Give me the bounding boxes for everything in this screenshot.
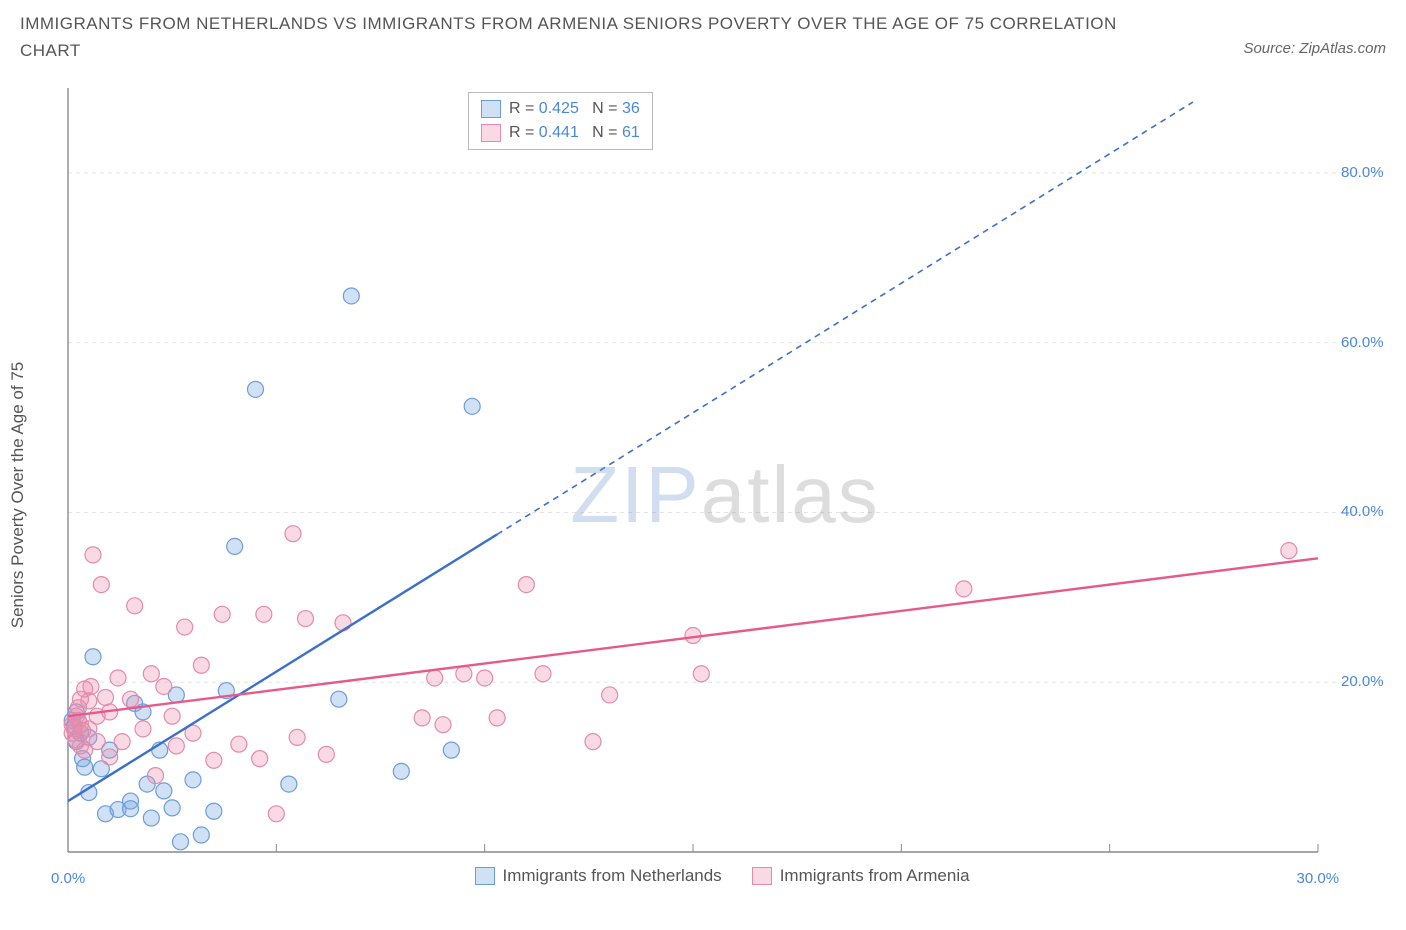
legend-stats-row: R = 0.441 N = 61 — [481, 121, 640, 145]
legend-swatch — [481, 124, 501, 142]
tick-label: 0.0% — [51, 870, 85, 887]
series-legend-item: Immigrants from Armenia — [752, 866, 970, 886]
header-region: IMMIGRANTS FROM NETHERLANDS VS IMMIGRANT… — [20, 10, 1386, 64]
correlation-stats-legend: R = 0.425 N = 36R = 0.441 N = 61 — [468, 92, 653, 150]
legend-stats-text: R = 0.425 N = 36 — [509, 97, 640, 121]
series-legend: Immigrants from Netherlands Immigrants fr… — [475, 866, 970, 886]
legend-stats-row: R = 0.425 N = 36 — [481, 97, 640, 121]
source-attribution: Source: ZipAtlas.com — [1243, 40, 1386, 57]
series-legend-label: Immigrants from Netherlands — [503, 866, 722, 886]
legend-swatch — [481, 100, 501, 118]
y-axis-label: Seniors Poverty Over the Age of 75 — [8, 362, 28, 628]
legend-swatch — [752, 867, 772, 885]
legend-swatch — [475, 867, 495, 885]
tick-label: 40.0% — [1341, 503, 1384, 520]
tick-label: 20.0% — [1341, 673, 1384, 690]
chart-title: IMMIGRANTS FROM NETHERLANDS VS IMMIGRANT… — [20, 10, 1120, 64]
plot-region: Seniors Poverty Over the Age of 75 ZIPat… — [28, 86, 1388, 904]
scatter-plot: ZIPatlas 0.0%30.0%20.0%40.0%60.0%80.0%R … — [62, 86, 1388, 904]
series-legend-item: Immigrants from Netherlands — [475, 866, 722, 886]
tick-label: 80.0% — [1341, 164, 1384, 181]
tick-label: 30.0% — [1297, 870, 1340, 887]
legend-stats-text: R = 0.441 N = 61 — [509, 121, 640, 145]
tick-label: 60.0% — [1341, 334, 1384, 351]
series-legend-label: Immigrants from Armenia — [780, 866, 970, 886]
